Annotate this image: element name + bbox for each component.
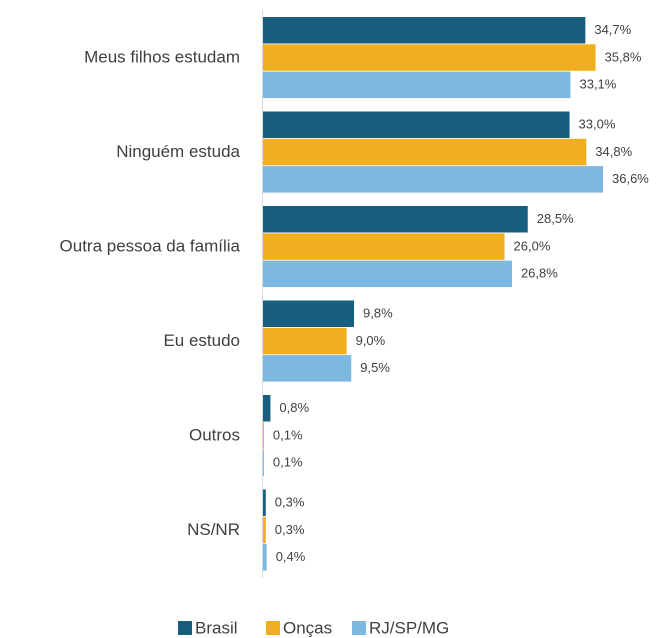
value-label: 0,3% [275,522,305,537]
bar [263,233,505,260]
value-label: 9,8% [363,306,393,321]
value-label: 33,1% [579,77,616,92]
legend-swatch [178,621,192,635]
value-label: 9,5% [360,360,390,375]
bar [263,166,603,193]
value-label: 26,8% [521,266,558,281]
category-label: Meus filhos estudam [84,47,240,66]
bar [263,71,571,99]
bar [263,260,512,288]
bar [263,44,596,71]
legend-label: Onças [283,618,332,637]
bar [263,516,266,544]
bar [263,300,355,327]
legend-swatch [352,621,366,635]
value-label: 36,6% [612,171,649,186]
value-label: 35,8% [605,49,642,64]
value-label: 0,3% [275,495,305,510]
category-label: Eu estudo [163,331,240,350]
legend-label: Brasil [195,618,238,637]
legend-swatch [266,621,280,635]
value-label: 9,0% [356,333,386,348]
bar [263,138,587,166]
value-label: 0,8% [279,400,309,415]
bar [263,17,586,44]
category-label: Ninguém estuda [116,142,240,161]
category-label: NS/NR [187,520,240,539]
value-label: 0,1% [273,427,303,442]
bar [263,355,352,382]
bar [263,111,570,138]
value-label: 0,4% [276,549,306,564]
value-label: 28,5% [537,211,574,226]
bar [263,395,271,422]
category-label: Outra pessoa da família [60,236,241,255]
bar [263,327,347,355]
value-label: 0,1% [273,455,303,470]
bar [263,206,528,233]
bar [263,422,264,449]
value-label: 33,0% [579,117,616,132]
value-label: 34,7% [594,22,631,37]
bar [263,489,266,516]
legend-label: RJ/SP/MG [369,618,449,637]
bar [263,544,267,571]
category-label: Outros [189,425,240,444]
value-label: 34,8% [595,144,632,159]
bar [263,449,264,477]
value-label: 26,0% [514,238,551,253]
